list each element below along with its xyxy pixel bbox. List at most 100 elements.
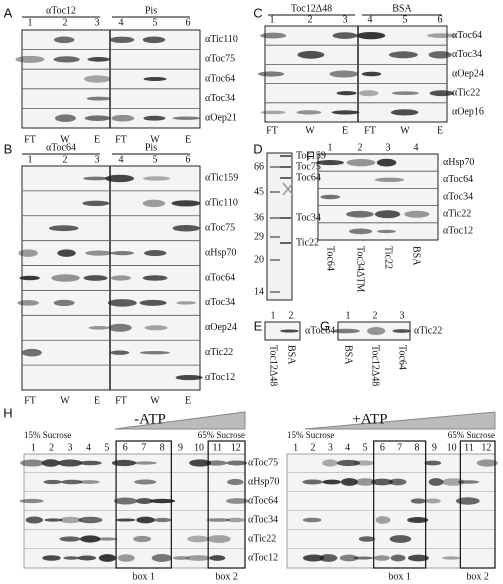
lane-number: 4 <box>119 154 124 165</box>
blot-band <box>428 51 452 59</box>
blot-band <box>361 71 382 77</box>
blot-band <box>171 200 201 207</box>
blot-band <box>19 498 44 504</box>
blot-band <box>356 31 386 40</box>
blot-band <box>63 556 79 560</box>
blot-band <box>111 114 135 122</box>
blot-band <box>319 554 338 562</box>
blot-band <box>53 36 75 44</box>
blot-band <box>426 33 457 38</box>
blot-band <box>390 109 419 116</box>
blot-band <box>260 32 287 39</box>
blot-band <box>110 275 132 281</box>
blot-band <box>441 478 465 486</box>
blot-band <box>346 210 374 218</box>
fraction-label: BSA <box>343 345 354 365</box>
row-label: αToc75 <box>205 223 235 234</box>
blot-band <box>82 200 110 207</box>
fraction-label: FT <box>115 134 127 145</box>
blot-band <box>44 518 63 522</box>
blot-band <box>331 110 360 115</box>
blot-band <box>389 535 412 543</box>
lane-number: 6 <box>186 154 191 165</box>
blot-band <box>15 55 45 63</box>
gradient-triangle <box>114 411 246 430</box>
blot <box>286 453 496 569</box>
blot-band <box>391 91 419 96</box>
box-outline <box>373 440 427 569</box>
blot-band <box>153 517 172 523</box>
fraction-label: FT <box>24 395 36 406</box>
blot-band <box>172 556 190 560</box>
blot-band <box>78 480 100 484</box>
marker-label: 45 <box>254 186 264 197</box>
blot-band <box>329 70 359 78</box>
blot-band <box>151 554 172 562</box>
marker-label: 20 <box>254 254 264 265</box>
blot-band <box>105 174 135 183</box>
blot-band <box>88 325 109 330</box>
lane-number: 5 <box>403 14 408 25</box>
blot-band <box>77 555 97 561</box>
blot-band <box>358 536 375 542</box>
lane-number: 11 <box>464 442 474 453</box>
group-label: BSA <box>392 3 412 14</box>
group-label: Pis <box>145 142 157 153</box>
blot-band <box>371 478 394 486</box>
row-label: αToc12 <box>248 552 278 563</box>
blot-band <box>43 479 62 485</box>
blot-band <box>339 554 359 562</box>
lane-number: 9 <box>432 442 437 453</box>
blot-band <box>424 460 442 466</box>
blot-band <box>410 498 426 504</box>
blot-band <box>375 516 391 524</box>
blot-band <box>85 250 113 256</box>
blot-band <box>109 36 135 44</box>
blot-band <box>226 460 248 466</box>
fraction-label: E <box>342 125 348 136</box>
fraction-label: FT <box>364 125 376 136</box>
row-label: αToc64 <box>443 174 473 185</box>
lane-number: 6 <box>438 14 443 25</box>
row-label: αToc64 <box>452 30 482 41</box>
blot-band <box>19 275 40 281</box>
lane-number: 3 <box>95 17 100 28</box>
blot-band <box>189 459 212 467</box>
blot-band <box>51 274 80 282</box>
blot-band <box>18 249 38 257</box>
blot-band <box>297 50 325 59</box>
row-label: αToc64 <box>248 495 278 506</box>
row-label: αToc12 <box>205 372 235 383</box>
lane-number: 6 <box>123 442 128 453</box>
blot-band <box>84 115 111 121</box>
box-outline <box>459 440 496 569</box>
blot-band <box>57 249 76 257</box>
blot-band <box>373 555 390 561</box>
row-label: αTic22 <box>452 87 480 98</box>
blot-band <box>316 160 344 166</box>
lane-number: 2 <box>289 310 294 321</box>
lane-number: 4 <box>86 442 91 453</box>
fraction-label: W <box>150 395 160 406</box>
row-label: αTic22 <box>205 347 233 358</box>
lane-number: 4 <box>119 17 124 28</box>
blot-band <box>20 459 45 467</box>
band-label: Toc75 <box>296 161 321 172</box>
blot-band <box>388 51 418 59</box>
blot-band <box>353 460 375 466</box>
blot-band <box>132 461 157 465</box>
blot-band <box>53 299 75 307</box>
blot-band <box>143 115 166 121</box>
blot-band <box>144 250 167 257</box>
blot-band <box>95 537 118 541</box>
fraction-label: Toc64 <box>325 246 336 271</box>
blot-band <box>134 479 157 485</box>
blot-band <box>142 36 166 44</box>
row-label: αHsp70 <box>248 476 279 487</box>
lane-number: 5 <box>153 154 158 165</box>
blot-band <box>115 518 136 522</box>
group-label: αToc12 <box>46 5 76 16</box>
blot-band <box>111 251 134 256</box>
blot-band <box>143 176 171 181</box>
marker-label: 66 <box>254 161 264 172</box>
